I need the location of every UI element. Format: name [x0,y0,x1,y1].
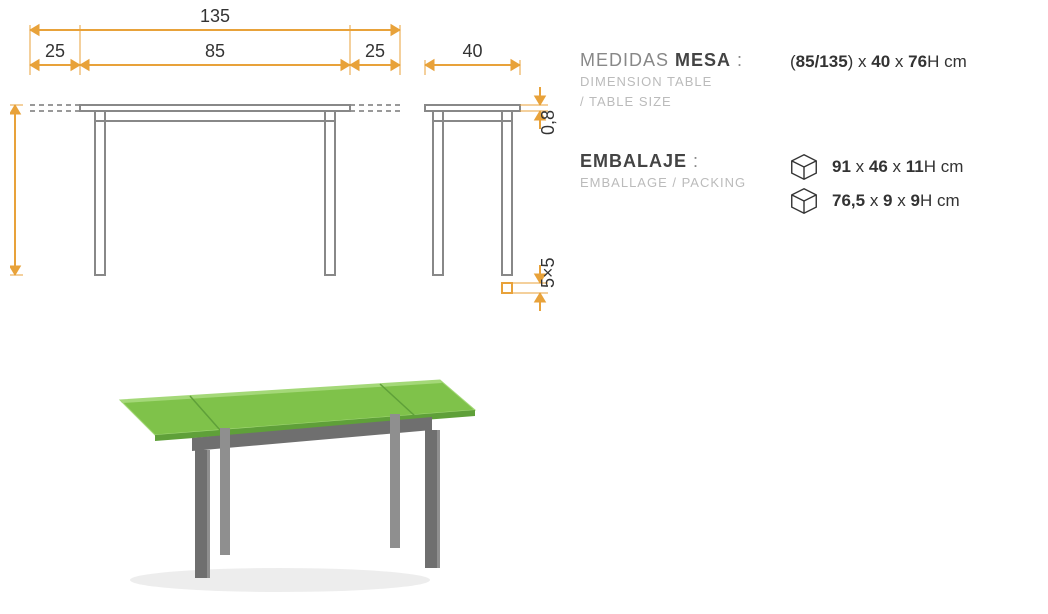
svg-text:135: 135 [200,6,230,26]
medidas-title: MEDIDAS MESA : [580,50,790,71]
medidas-value: (85/135) x 40 x 76H cm [790,50,967,72]
svg-text:5×5: 5×5 [538,257,558,288]
diagram-svg: 13525852576400,85×5 [10,0,570,320]
svg-text:25: 25 [45,41,65,61]
svg-text:40: 40 [462,41,482,61]
product-photo [80,350,480,600]
photo-svg [80,350,480,600]
technical-diagram: 13525852576400,85×5 [10,0,570,320]
packing-line: 91 x 46 x 11H cm [790,153,963,181]
medidas-block: MEDIDAS MESA : DIMENSION TABLE / TABLE S… [580,50,1030,111]
info-panel: MEDIDAS MESA : DIMENSION TABLE / TABLE S… [580,50,1030,261]
svg-text:25: 25 [365,41,385,61]
svg-text:0,8: 0,8 [538,110,558,135]
medidas-title-bold: MESA [675,50,731,70]
embalaje-values: 91 x 46 x 11H cm 76,5 x 9 x 9H cm [790,151,963,221]
embalaje-block: EMBALAJE : EMBALLAGE / PACKING 91 x 46 x… [580,151,1030,221]
embalaje-title: EMBALAJE : [580,151,790,172]
box-icon [790,153,818,181]
packing-line: 76,5 x 9 x 9H cm [790,187,963,215]
medidas-title-gray: MEDIDAS [580,50,669,70]
embalaje-sub: EMBALLAGE / PACKING [580,174,790,192]
medidas-sub2: / TABLE SIZE [580,93,790,111]
box-icon [790,187,818,215]
svg-text:85: 85 [205,41,225,61]
embalaje-title-bold: EMBALAJE [580,151,687,171]
medidas-sub1: DIMENSION TABLE [580,73,790,91]
